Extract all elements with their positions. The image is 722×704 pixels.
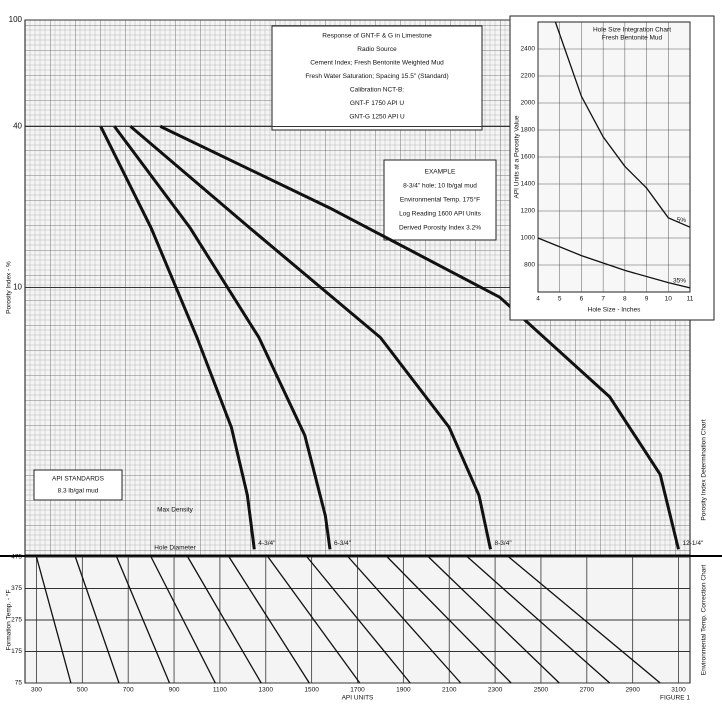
correction-chart: 75 175 275 375 475 300 500 700 900 1100 1300 1500 17… <box>5 554 708 702</box>
series-label: 5% <box>677 217 687 224</box>
notes-box <box>271 25 483 131</box>
y-tick-label: 275 <box>11 617 22 624</box>
curve <box>74 556 120 684</box>
note-text: Response of GNT-F & G in Limestone <box>322 33 432 40</box>
x-tick-label: 2300 <box>488 687 503 694</box>
curve-label: Max Density <box>157 507 194 514</box>
x-tick-label: 2100 <box>442 687 457 694</box>
example-text: EXAMPLE <box>425 169 456 176</box>
curve <box>187 556 262 684</box>
series-label: 35% <box>673 278 686 285</box>
note-text: GNT-F 1750 API U <box>350 100 404 107</box>
y-tick-label: 1200 <box>521 208 536 215</box>
y-tick-label: 800 <box>524 262 535 269</box>
y-tick-label: 40 <box>13 122 22 131</box>
y-tick-label: 1000 <box>521 235 536 242</box>
y-axis-label: API Units at a Porosity Value <box>514 115 521 198</box>
x-tick-label: 300 <box>31 687 42 694</box>
standards-text: 8.3 lb/gal mud <box>58 488 99 495</box>
note-text: Calibration NCT-B: <box>350 87 404 94</box>
series-label: 8-3/4" <box>495 540 513 547</box>
inset-subtitle: Fresh Bentonite Mud <box>602 35 663 42</box>
curve <box>554 21 691 228</box>
x-tick-label: 1700 <box>350 687 365 694</box>
series-label: 6-3/4" <box>334 540 352 547</box>
example-text: Derived Porosity Index 3.2% <box>399 225 481 232</box>
y-tick-label: 1800 <box>521 127 536 134</box>
x-tick-label: 1500 <box>304 687 319 694</box>
inset-title: Hole Size Integration Chart <box>593 27 671 34</box>
x-tick-label: 700 <box>123 687 134 694</box>
x-tick-label: 900 <box>169 687 180 694</box>
side-label: Porosity Index Determination Chart <box>701 419 708 520</box>
x-tick-label: 10 <box>665 296 673 303</box>
inset-chart: 800 1000 1200 1400 1600 1800 2000 2200 2400 4 5 6 7 8… <box>509 15 715 321</box>
note-text: Cement Index; Fresh Bentonite Weighted M… <box>310 60 444 67</box>
example-text: Log Reading 1600 API Units <box>399 211 481 218</box>
curve <box>347 556 462 684</box>
x-tick-label: 11 <box>687 296 694 303</box>
note-text: Fresh Water Saturation; Spacing 15.5" (S… <box>305 73 448 80</box>
y-tick-label: 475 <box>11 554 22 561</box>
figure-label: FIGURE 1 <box>660 695 690 702</box>
x-tick-label: 8 <box>623 296 627 303</box>
curve <box>306 556 411 684</box>
x-tick-label: 2900 <box>625 687 640 694</box>
curve <box>467 556 611 684</box>
x-axis-label: API UNITS <box>342 695 374 702</box>
curve <box>99 125 256 550</box>
curve <box>386 556 512 684</box>
standards-text: API STANDARDS <box>52 476 105 483</box>
y-axis-label: Porosity Index - % <box>6 261 13 314</box>
x-tick-label: 5 <box>558 296 562 303</box>
y-tick-label: 1400 <box>521 181 536 188</box>
curve <box>537 237 691 289</box>
curve <box>129 125 492 550</box>
y-tick-label: 375 <box>11 585 22 592</box>
x-tick-label: 7 <box>601 296 605 303</box>
curve <box>116 556 171 684</box>
curve <box>150 556 216 684</box>
y-tick-label: 1600 <box>521 154 536 161</box>
example-text: 8-3/4" hole; 10 lb/gal mud <box>403 183 477 190</box>
series-label: 4-3/4" <box>258 540 276 547</box>
x-tick-label: 6 <box>580 296 584 303</box>
curve <box>228 556 310 684</box>
curve <box>35 556 72 684</box>
curve-label: Hole Diameter <box>154 545 196 552</box>
y-tick-label: 75 <box>15 680 23 687</box>
x-tick-label: 1300 <box>259 687 274 694</box>
curve <box>113 125 332 550</box>
x-tick-label: 2500 <box>534 687 549 694</box>
x-axis-label: Hole Size - Inches <box>588 307 641 314</box>
note-text: Radio Source <box>357 46 397 53</box>
curve <box>428 556 560 684</box>
standards-box <box>33 469 123 501</box>
x-tick-label: 4 <box>536 296 540 303</box>
series-label: 12-1/4" <box>683 540 704 547</box>
y-tick-label: 100 <box>9 15 23 24</box>
x-tick-label: 1100 <box>213 687 227 694</box>
x-tick-label: 1900 <box>396 687 411 694</box>
side-label: Environmental Temp. Correction Chart <box>701 565 708 676</box>
main-chart: 10 40 100 4-3/4" 6-3/4" 8-3/4" 12-1/4" Porosity… <box>6 15 708 552</box>
curve <box>159 125 680 550</box>
curve <box>267 556 361 684</box>
y-tick-label: 2000 <box>521 100 536 107</box>
y-tick-label: 10 <box>13 283 22 292</box>
y-axis-label: Formation Temp. - °F <box>5 589 13 650</box>
x-tick-label: 2700 <box>580 687 595 694</box>
y-tick-label: 2400 <box>521 46 536 53</box>
x-tick-label: 500 <box>77 687 88 694</box>
note-text: GNT-G 1250 API U <box>349 114 405 121</box>
y-tick-label: 2200 <box>521 73 536 80</box>
x-tick-label: 3100 <box>671 687 686 694</box>
curve <box>508 556 661 684</box>
example-text: Environmental Temp. 175°F <box>400 196 480 204</box>
x-tick-label: 9 <box>645 296 649 303</box>
y-tick-label: 175 <box>11 648 22 655</box>
example-box <box>383 159 497 241</box>
